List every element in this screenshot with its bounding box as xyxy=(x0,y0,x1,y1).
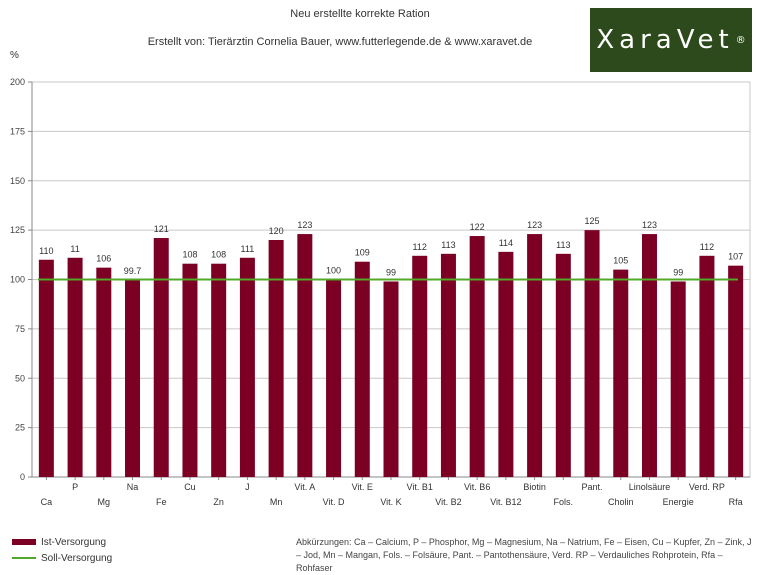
x-tick-label: Energie xyxy=(663,497,694,507)
data-label: 108 xyxy=(182,250,197,260)
legend-item-ist: Ist-Versorgung xyxy=(12,534,112,550)
bar xyxy=(67,257,83,477)
x-tick-label: Vit. K xyxy=(380,497,401,507)
bar xyxy=(182,263,198,477)
data-label: 112 xyxy=(413,242,427,252)
x-tick-label: Vit. B6 xyxy=(464,482,490,492)
x-tick-label: Na xyxy=(127,482,139,492)
y-tick-label: 175 xyxy=(10,126,25,136)
y-tick-label: 25 xyxy=(15,423,25,433)
x-tick-label: Cholin xyxy=(608,497,634,507)
data-label: 100 xyxy=(326,266,341,276)
x-tick-label: Rfa xyxy=(729,497,743,507)
y-tick-label: 200 xyxy=(10,77,25,87)
data-label: 110 xyxy=(39,246,53,256)
bar xyxy=(383,281,399,477)
logo-text: XaraVet xyxy=(596,25,734,55)
bar xyxy=(354,261,370,477)
bar xyxy=(239,257,255,477)
x-tick-label: Vit. D xyxy=(323,497,345,507)
data-label: 125 xyxy=(585,216,600,226)
y-tick-label: 50 xyxy=(15,373,25,383)
chart-title: Neu erstellte korrekte Ration xyxy=(290,8,430,20)
data-label: 120 xyxy=(269,226,284,236)
bar xyxy=(584,230,600,477)
bar xyxy=(125,280,141,477)
bar xyxy=(297,234,313,477)
bar xyxy=(38,259,54,477)
data-label: 99 xyxy=(386,267,396,277)
x-tick-label: Vit. B12 xyxy=(490,497,521,507)
x-tick-label: Zn xyxy=(213,497,224,507)
data-label: 113 xyxy=(441,240,455,250)
x-tick-label: Mn xyxy=(270,497,283,507)
bar xyxy=(641,234,657,477)
bar xyxy=(96,267,112,477)
bar xyxy=(268,240,284,477)
legend-item-soll: Soll-Versorgung xyxy=(12,550,112,566)
x-tick-label: Biotin xyxy=(523,482,546,492)
y-tick-label: 150 xyxy=(10,176,25,186)
bar xyxy=(699,255,715,477)
legend: Ist-Versorgung Soll-Versorgung xyxy=(12,534,112,566)
x-tick-label: Verd. RP xyxy=(689,482,725,492)
bar-chart: 0 25 50 75 100 125 150 175 200% 110 Ca 11 P 106 Mg 99.7… xyxy=(10,50,751,507)
bar xyxy=(527,234,543,477)
bar xyxy=(670,281,686,477)
x-tick-label: P xyxy=(72,482,78,492)
abbreviations-footnote: Abkürzungen: Ca – Calcium, P – Phosphor,… xyxy=(296,537,752,573)
legend-swatch-line xyxy=(12,557,36,559)
bar xyxy=(613,269,629,477)
data-label: 113 xyxy=(556,240,570,250)
y-tick-label: 75 xyxy=(15,324,25,334)
data-label: 99.7 xyxy=(124,266,142,276)
bar xyxy=(555,253,571,477)
y-tick-label: 100 xyxy=(10,275,25,285)
bar xyxy=(153,238,169,477)
y-tick-label: 125 xyxy=(10,225,25,235)
xaravet-logo: XaraVet ® xyxy=(590,8,752,72)
bar xyxy=(498,251,514,477)
bar xyxy=(211,263,227,477)
x-tick-label: J xyxy=(245,482,250,492)
data-label: 107 xyxy=(728,252,743,262)
y-tick-label: 0 xyxy=(20,472,25,482)
x-tick-label: Linolsäure xyxy=(629,482,671,492)
bar xyxy=(469,236,485,477)
x-tick-label: Vit. E xyxy=(352,482,373,492)
legend-swatch-bar xyxy=(12,539,36,545)
x-tick-label: Pant. xyxy=(582,482,603,492)
data-label: 123 xyxy=(297,220,312,230)
registered-mark: ® xyxy=(735,34,746,46)
data-label: 106 xyxy=(96,254,111,264)
x-tick-label: Ca xyxy=(41,497,53,507)
data-label: 114 xyxy=(499,238,513,248)
data-label: 111 xyxy=(241,244,255,254)
x-tick-label: Vit. B2 xyxy=(435,497,461,507)
y-axis-label: % xyxy=(10,50,19,61)
bar xyxy=(728,265,744,477)
bar xyxy=(326,279,342,477)
chart-subtitle: Erstellt von: Tierärztin Cornelia Bauer,… xyxy=(147,36,533,48)
data-label: 11 xyxy=(70,244,79,254)
data-label: 105 xyxy=(613,256,628,266)
data-label: 108 xyxy=(211,250,226,260)
x-tick-label: Vit. B1 xyxy=(407,482,433,492)
x-tick-label: Mg xyxy=(98,497,111,507)
data-label: 123 xyxy=(642,220,657,230)
legend-label-ist: Ist-Versorgung xyxy=(41,536,107,548)
x-tick-label: Fe xyxy=(156,497,167,507)
data-label: 109 xyxy=(355,248,370,258)
data-label: 121 xyxy=(154,224,169,234)
data-label: 122 xyxy=(470,222,485,232)
x-tick-label: Cu xyxy=(184,482,196,492)
data-label: 112 xyxy=(700,242,714,252)
legend-label-soll: Soll-Versorgung xyxy=(41,552,113,564)
x-tick-label: Vit. A xyxy=(294,482,315,492)
x-tick-label: Fols. xyxy=(554,497,574,507)
bar xyxy=(440,253,456,477)
data-label: 99 xyxy=(673,267,683,277)
data-label: 123 xyxy=(527,220,542,230)
bar xyxy=(412,255,428,477)
